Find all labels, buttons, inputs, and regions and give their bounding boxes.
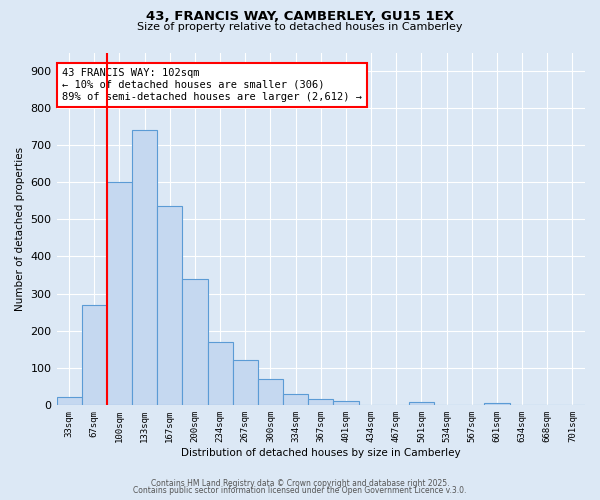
X-axis label: Distribution of detached houses by size in Camberley: Distribution of detached houses by size … [181, 448, 461, 458]
Bar [308, 400, 334, 405]
Bar [107, 182, 132, 405]
Text: Contains HM Land Registry data © Crown copyright and database right 2025.: Contains HM Land Registry data © Crown c… [151, 478, 449, 488]
Bar [484, 403, 509, 405]
Bar [409, 402, 434, 405]
Bar [56, 398, 82, 405]
Bar [334, 401, 359, 405]
Bar [157, 206, 182, 405]
Bar [182, 278, 208, 405]
Text: Size of property relative to detached houses in Camberley: Size of property relative to detached ho… [137, 22, 463, 32]
Text: Contains public sector information licensed under the Open Government Licence v.: Contains public sector information licen… [133, 486, 467, 495]
Bar [82, 304, 107, 405]
Bar [233, 360, 258, 405]
Bar [132, 130, 157, 405]
Y-axis label: Number of detached properties: Number of detached properties [15, 146, 25, 310]
Bar [258, 379, 283, 405]
Text: 43 FRANCIS WAY: 102sqm
← 10% of detached houses are smaller (306)
89% of semi-de: 43 FRANCIS WAY: 102sqm ← 10% of detached… [62, 68, 362, 102]
Bar [283, 394, 308, 405]
Text: 43, FRANCIS WAY, CAMBERLEY, GU15 1EX: 43, FRANCIS WAY, CAMBERLEY, GU15 1EX [146, 10, 454, 23]
Bar [208, 342, 233, 405]
